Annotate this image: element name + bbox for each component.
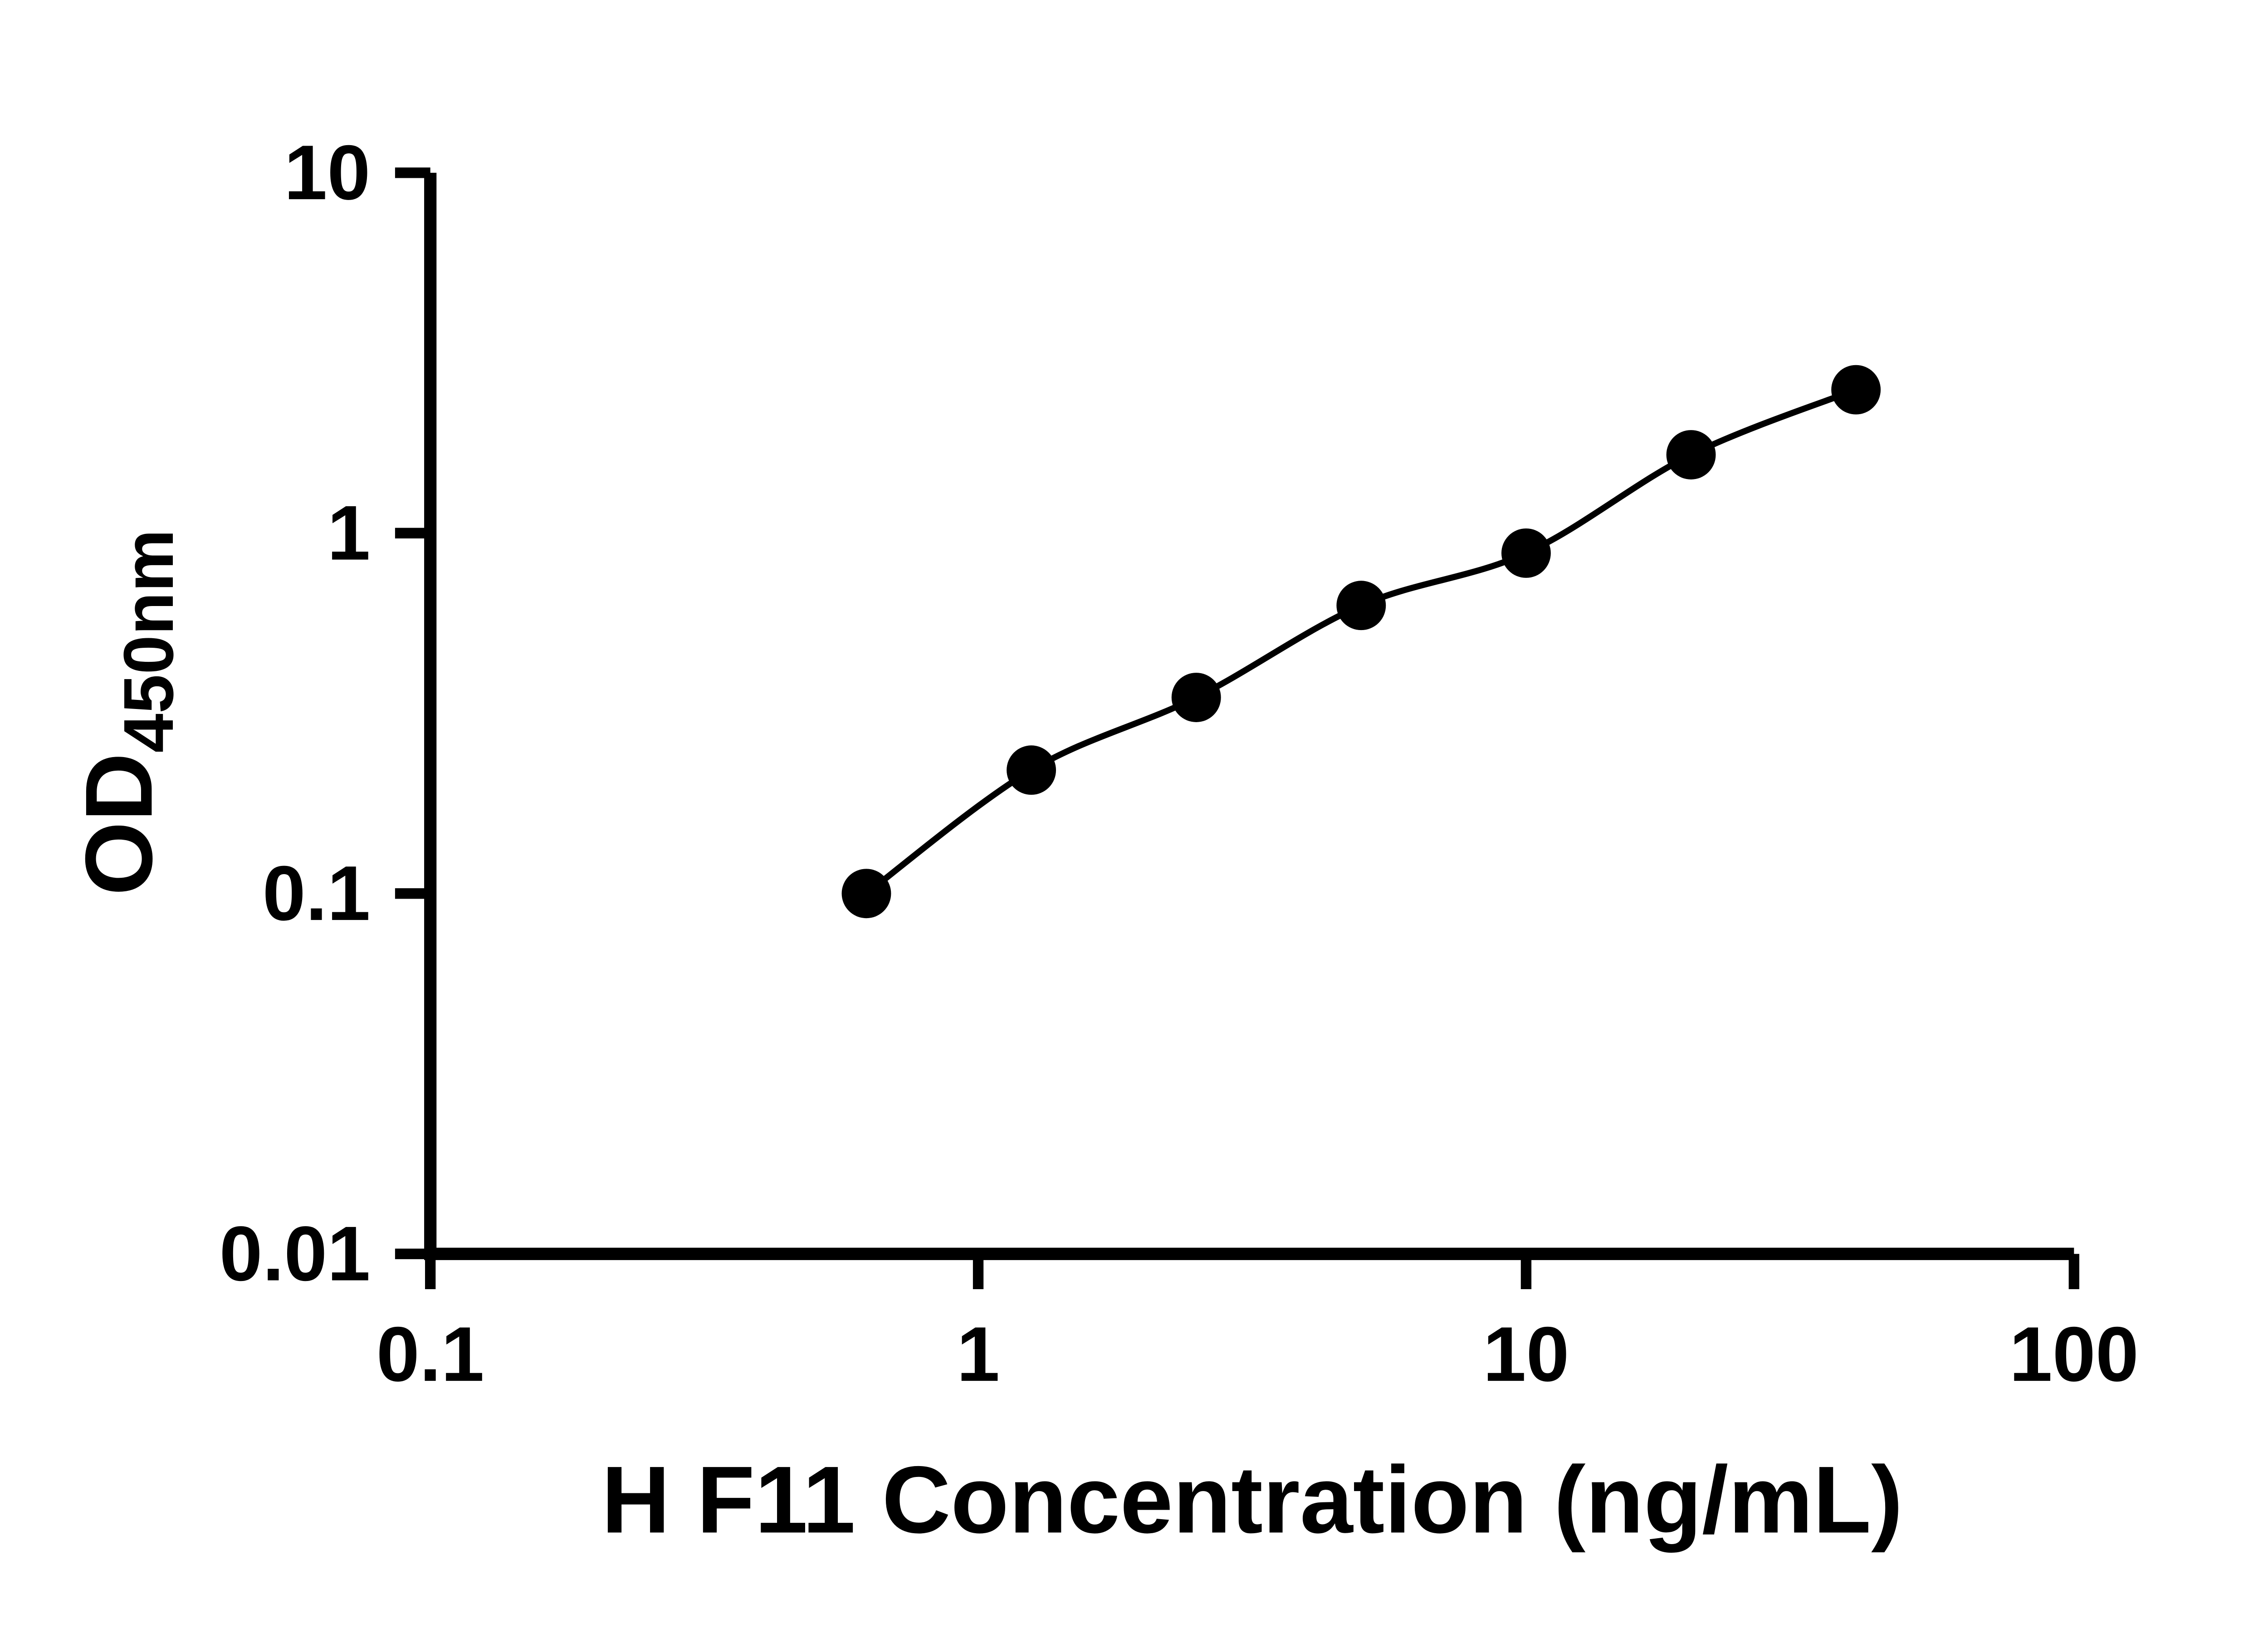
y-axis-tick-label: 10 bbox=[284, 129, 370, 216]
data-point bbox=[1007, 745, 1056, 795]
y-axis-tick-label: 0.1 bbox=[263, 850, 371, 937]
y-axis-title-subscript: 450nm bbox=[109, 529, 188, 753]
data-point bbox=[1336, 581, 1386, 631]
axis-lines bbox=[424, 172, 2074, 1260]
x-axis-title: H F11 Concentration (ng/mL) bbox=[601, 1447, 1903, 1553]
x-axis-tick-label: 100 bbox=[2009, 1311, 2139, 1398]
data-point bbox=[1171, 673, 1221, 722]
data-point bbox=[1831, 365, 1881, 415]
data-point bbox=[1501, 528, 1551, 578]
x-axis-tick-label: 10 bbox=[1483, 1311, 1569, 1398]
y-axis-title: OD450nm bbox=[66, 529, 188, 896]
x-axis-tick-label: 0.1 bbox=[376, 1311, 484, 1398]
y-axis-title-main: OD bbox=[66, 753, 172, 896]
y-axis-tick-label: 1 bbox=[327, 490, 370, 577]
data-point bbox=[841, 869, 891, 919]
x-axis-tick-label: 1 bbox=[957, 1311, 1000, 1398]
y-axis-tick-label: 0.01 bbox=[220, 1211, 371, 1297]
data-point bbox=[1666, 430, 1716, 479]
